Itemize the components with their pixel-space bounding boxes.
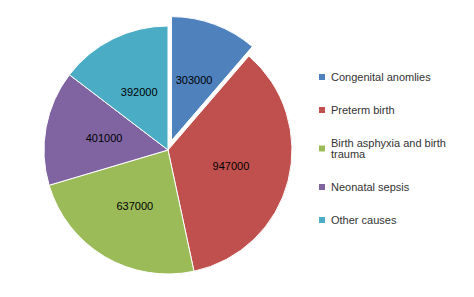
svg-text:trauma: trauma [331, 148, 366, 160]
svg-text:Other causes: Other causes [331, 214, 397, 226]
svg-text:Neonatal sepsis: Neonatal sepsis [331, 181, 410, 193]
svg-text:Congenital anomlies: Congenital anomlies [331, 71, 431, 83]
svg-text:303000: 303000 [176, 74, 213, 86]
svg-text:Preterm birth: Preterm birth [331, 104, 395, 116]
svg-text:401000: 401000 [86, 132, 123, 144]
svg-text:392000: 392000 [121, 86, 158, 98]
svg-text:637000: 637000 [116, 200, 153, 212]
svg-text:947000: 947000 [213, 160, 250, 172]
svg-text:Birth asphyxia and birth: Birth asphyxia and birth [331, 137, 449, 149]
